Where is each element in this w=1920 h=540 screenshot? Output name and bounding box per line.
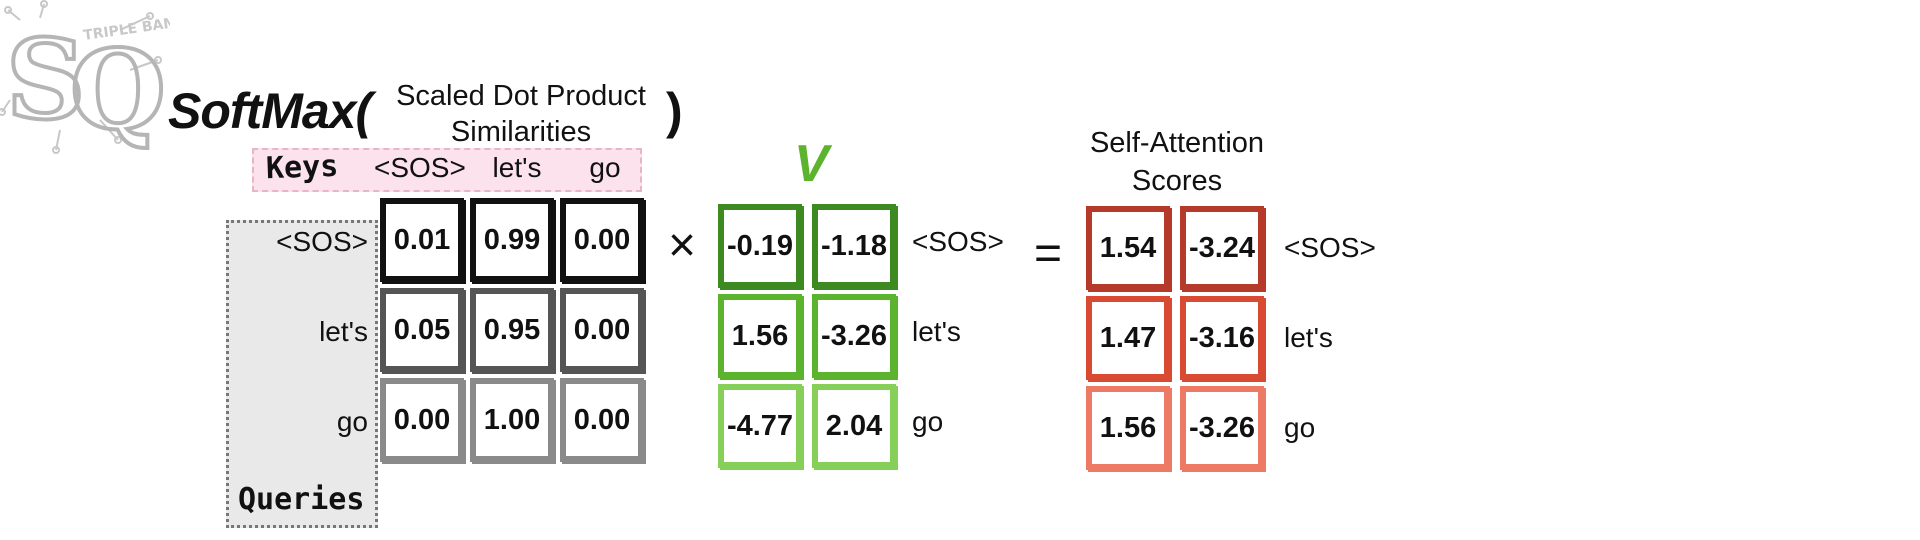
result-row-label: <SOS> (1284, 232, 1376, 263)
keys-band (252, 148, 642, 192)
formula-argument: Scaled Dot Product Similarities (376, 78, 666, 150)
self-attention-cell: 1.47 (1086, 296, 1170, 380)
values-cell: 1.56 (718, 294, 802, 378)
values-cell: -0.19 (718, 204, 802, 288)
queries-band (226, 220, 378, 528)
values-cell: 2.04 (812, 384, 896, 468)
query-row-label: let's (319, 316, 368, 347)
similarity-cell: 0.95 (470, 288, 554, 372)
statquest-logo: S Q TRIPLE BAM!! (0, 0, 191, 160)
similarity-cell: 0.00 (560, 378, 644, 462)
result-title: Self-Attention Scores (1062, 124, 1292, 200)
similarity-cell: 0.01 (380, 198, 464, 282)
self-attention-cell: 1.56 (1086, 386, 1170, 470)
formula-close-paren: ) (666, 83, 683, 139)
values-cell: -4.77 (718, 384, 802, 468)
logo-icon: S Q TRIPLE BAM!! (0, 0, 191, 156)
values-row-label: let's (912, 316, 961, 347)
multiply-symbol: × (668, 219, 697, 272)
logo-letter-s: S (6, 15, 85, 144)
result-row-label: go (1284, 412, 1316, 443)
values-row-label: <SOS> (912, 226, 1004, 257)
queries-title: Queries (238, 482, 365, 517)
key-col-label: go (589, 152, 621, 183)
self-attention-cell: -3.16 (1180, 296, 1264, 380)
formula-argument-line1: Scaled Dot Product (396, 80, 646, 112)
query-row-label: <SOS> (276, 226, 368, 257)
self-attention-cell: -3.26 (1180, 386, 1264, 470)
result-title-line2: Scores (1131, 165, 1223, 197)
values-cell: -1.18 (812, 204, 896, 288)
result-row-label: let's (1284, 322, 1333, 353)
logo-letter-q: Q (70, 25, 166, 154)
keys-title: Keys (265, 148, 339, 187)
key-col-label: <SOS> (374, 152, 466, 183)
softmax-function: SoftMax( (168, 83, 372, 139)
similarity-cell: 0.00 (380, 378, 464, 462)
values-cell: -3.26 (812, 294, 896, 378)
similarity-cell: 0.05 (380, 288, 464, 372)
query-row-label: go (336, 406, 368, 437)
self-attention-cell: -3.24 (1180, 206, 1264, 290)
key-col-label: let's (492, 152, 542, 183)
similarity-cell: 1.00 (470, 378, 554, 462)
similarity-cell: 0.00 (560, 198, 644, 282)
similarity-cell: 0.00 (560, 288, 644, 372)
formula-argument-line2: Similarities (450, 116, 592, 148)
values-label: V (794, 135, 829, 193)
self-attention-cell: 1.54 (1086, 206, 1170, 290)
values-row-label: go (912, 406, 944, 437)
result-title-line1: Self-Attention (1089, 127, 1265, 159)
equals-symbol: = (1034, 227, 1063, 280)
similarity-cell: 0.99 (470, 198, 554, 282)
